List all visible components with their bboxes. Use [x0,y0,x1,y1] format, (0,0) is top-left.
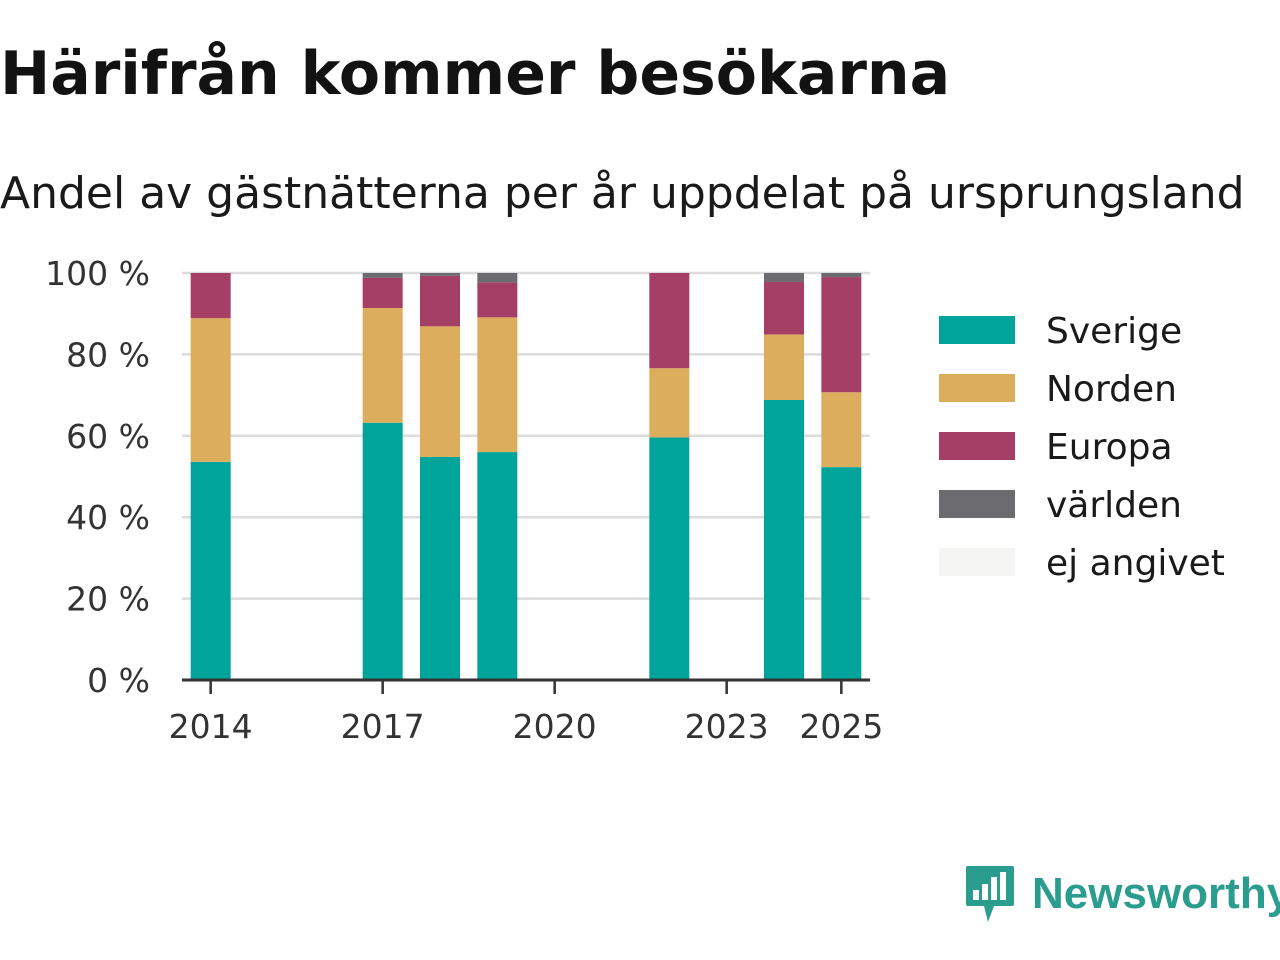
bar-segment [362,277,403,309]
legend-swatch [939,490,1015,518]
bar-segment [821,392,862,468]
legend-swatch [939,316,1015,344]
bar-segment [764,334,804,400]
legend-label: världen [1046,485,1182,526]
bar-segment [420,326,460,457]
legend-label: Europa [1046,427,1173,468]
bar-segment [362,308,403,423]
legend-label: Sverige [1046,311,1182,352]
bar-segment [190,318,231,462]
legend-swatch [939,374,1015,402]
bar-segment [362,422,403,680]
legend-swatch [939,548,1015,576]
bar-segment [764,273,804,282]
x-tick-label: 2020 [513,707,597,746]
bar-segment [477,282,518,318]
bar-segment [420,456,460,680]
legend-swatch [939,432,1015,460]
chart-title: Härifrån kommer besökarna [0,39,951,109]
bar-segment [821,277,862,393]
chart-subtitle: Andel av gästnätterna per år uppdelat på… [0,168,1245,219]
y-tick-label: 40 % [66,498,150,537]
y-tick-label: 20 % [66,580,150,619]
bar-segment [420,275,460,327]
bar-segment [477,273,518,283]
x-tick-label: 2014 [169,707,253,746]
bar-segment [649,368,690,438]
bar-segment [362,273,403,278]
bar-segment [764,281,804,335]
newsworthy-logo-icon [966,866,1014,922]
bar-segment [821,273,862,278]
bar-segment [190,461,231,680]
y-tick-label: 0 % [87,661,150,700]
newsworthy-logo: Newsworthy [964,864,1280,924]
x-tick-label: 2023 [685,707,769,746]
legend-label: Norden [1046,369,1177,410]
x-tick-label: 2017 [341,707,425,746]
y-tick-label: 80 % [66,335,150,374]
bar-segment [649,273,690,369]
y-tick-label: 60 % [66,417,150,456]
legend-label: ej angivet [1046,543,1225,584]
brand-name: Newsworthy [1032,869,1280,918]
bar-segment [190,273,231,319]
bar-segment [420,273,460,276]
bar-segment [764,399,804,680]
bar-segment [477,452,518,680]
bar-segment [821,467,862,680]
bar-segment [477,317,518,453]
y-tick-label: 100 % [45,254,150,293]
bar-segment [649,437,690,680]
x-tick-label: 2025 [799,707,883,746]
